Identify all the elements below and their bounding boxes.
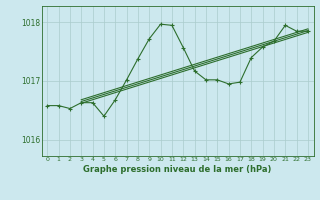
X-axis label: Graphe pression niveau de la mer (hPa): Graphe pression niveau de la mer (hPa) bbox=[84, 165, 272, 174]
